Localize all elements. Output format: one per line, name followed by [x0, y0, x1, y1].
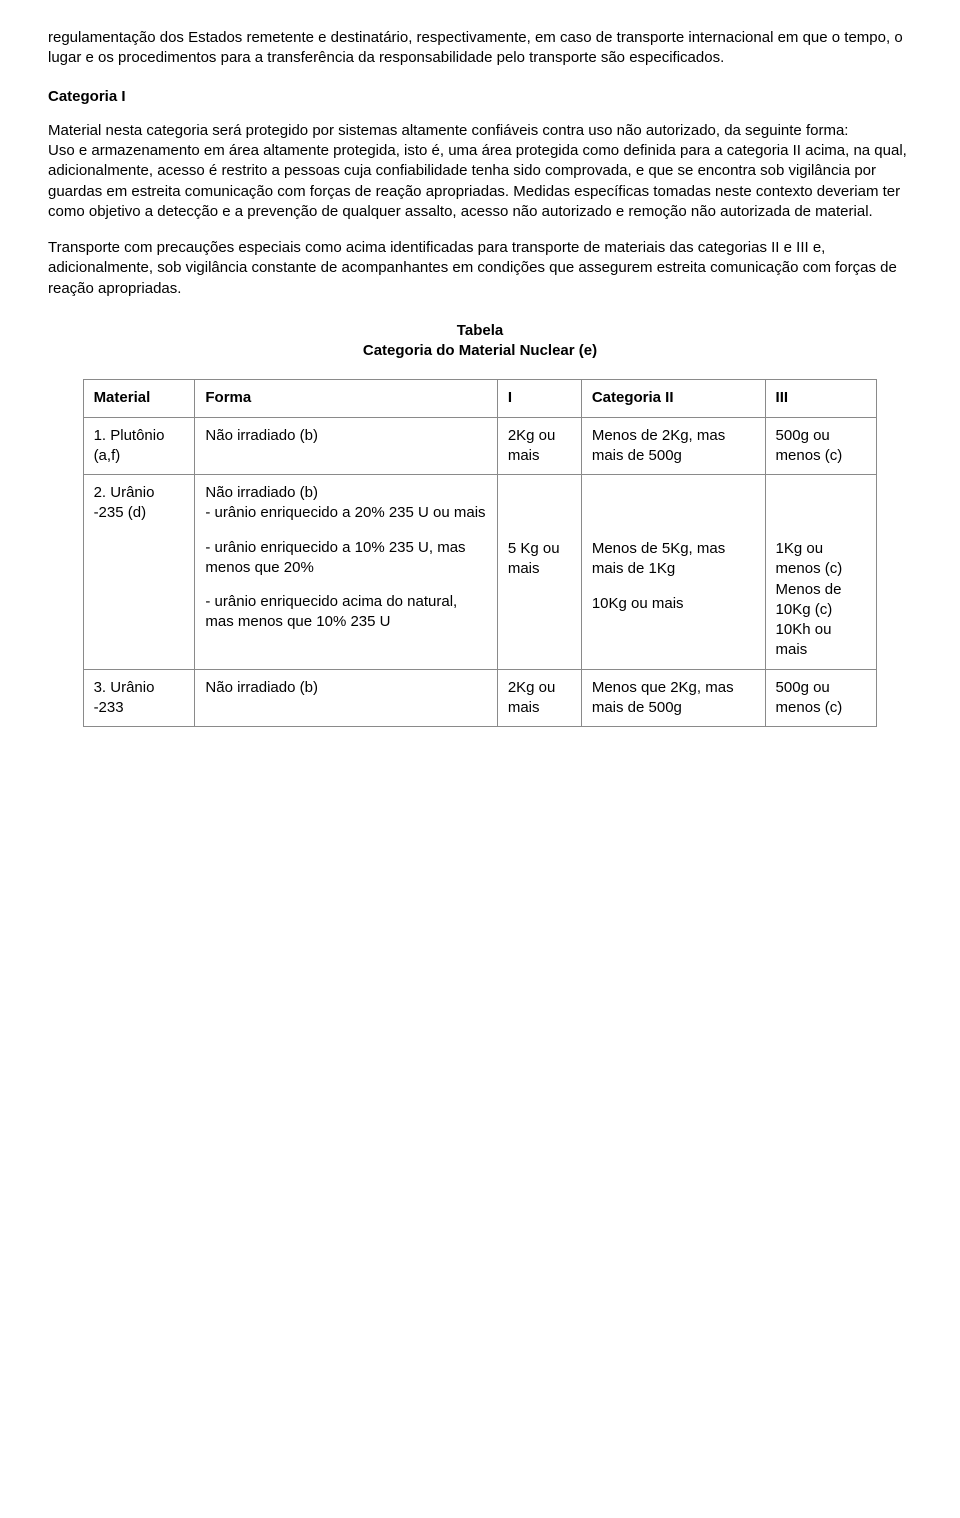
col-III-line: 1Kg ou menos (c) — [776, 539, 867, 580]
table-title-line1: Tabela — [457, 322, 503, 339]
cell-I: 5 Kg ou mais — [497, 475, 581, 670]
category-1-heading: Categoria I — [48, 87, 912, 107]
col-I-line: 5 Kg ou mais — [508, 539, 571, 580]
col-III-line: 10Kh ou mais — [776, 620, 867, 661]
cell-I: 2Kg ou mais — [497, 417, 581, 475]
cell-forma: Não irradiado (b) — [195, 417, 497, 475]
header-III: III — [765, 380, 877, 417]
table-row: 2. Urânio -235 (d) Não irradiado (b) - u… — [83, 475, 877, 670]
cell-material: 1. Plutônio (a,f) — [83, 417, 195, 475]
header-material: Material — [83, 380, 195, 417]
cell-II: Menos de 2Kg, mas mais de 500g — [581, 417, 765, 475]
cell-III: 500g ou menos (c) — [765, 669, 877, 727]
table-title-line2: Categoria do Material Nuclear (e) — [363, 342, 597, 359]
col-II-line: 10Kg ou mais — [592, 594, 755, 614]
table-title: Tabela Categoria do Material Nuclear (e) — [48, 321, 912, 362]
col-III-line: Menos de 10Kg (c) — [776, 580, 867, 621]
cell-III: 500g ou menos (c) — [765, 417, 877, 475]
forma-line: - urânio enriquecido a 10% 235 U, mas me… — [205, 538, 486, 579]
forma-line: - urânio enriquecido a 20% 235 U ou mais — [205, 503, 486, 523]
table-header-row: Material Forma I Categoria II III — [83, 380, 877, 417]
cat1-para2-text: Uso e armazenamento em área altamente pr… — [48, 142, 907, 220]
cell-III: 1Kg ou menos (c) Menos de 10Kg (c) 10Kh … — [765, 475, 877, 670]
cat1-para1-text: Material nesta categoria será protegido … — [48, 122, 848, 139]
col-II-line: Menos de 5Kg, mas mais de 1Kg — [592, 539, 755, 580]
intro-paragraph: regulamentação dos Estados remetente e d… — [48, 28, 912, 69]
cell-material: 3. Urânio -233 — [83, 669, 195, 727]
category-1-paragraph-3: Transporte com precauções especiais como… — [48, 238, 912, 299]
cell-forma: Não irradiado (b) — [195, 669, 497, 727]
table-row: 1. Plutônio (a,f) Não irradiado (b) 2Kg … — [83, 417, 877, 475]
material-table: Material Forma I Categoria II III 1. Plu… — [83, 379, 878, 727]
cell-I: 2Kg ou mais — [497, 669, 581, 727]
forma-line: - urânio enriquecido acima do natural, m… — [205, 592, 486, 633]
cell-II: Menos que 2Kg, mas mais de 500g — [581, 669, 765, 727]
header-I: I — [497, 380, 581, 417]
cell-forma: Não irradiado (b) - urânio enriquecido a… — [195, 475, 497, 670]
table-row: 3. Urânio -233 Não irradiado (b) 2Kg ou … — [83, 669, 877, 727]
cell-II: Menos de 5Kg, mas mais de 1Kg 10Kg ou ma… — [581, 475, 765, 670]
header-catII: Categoria II — [581, 380, 765, 417]
cell-material: 2. Urânio -235 (d) — [83, 475, 195, 670]
header-forma: Forma — [195, 380, 497, 417]
forma-line: Não irradiado (b) — [205, 483, 486, 503]
category-1-paragraph-1: Material nesta categoria será protegido … — [48, 121, 912, 222]
